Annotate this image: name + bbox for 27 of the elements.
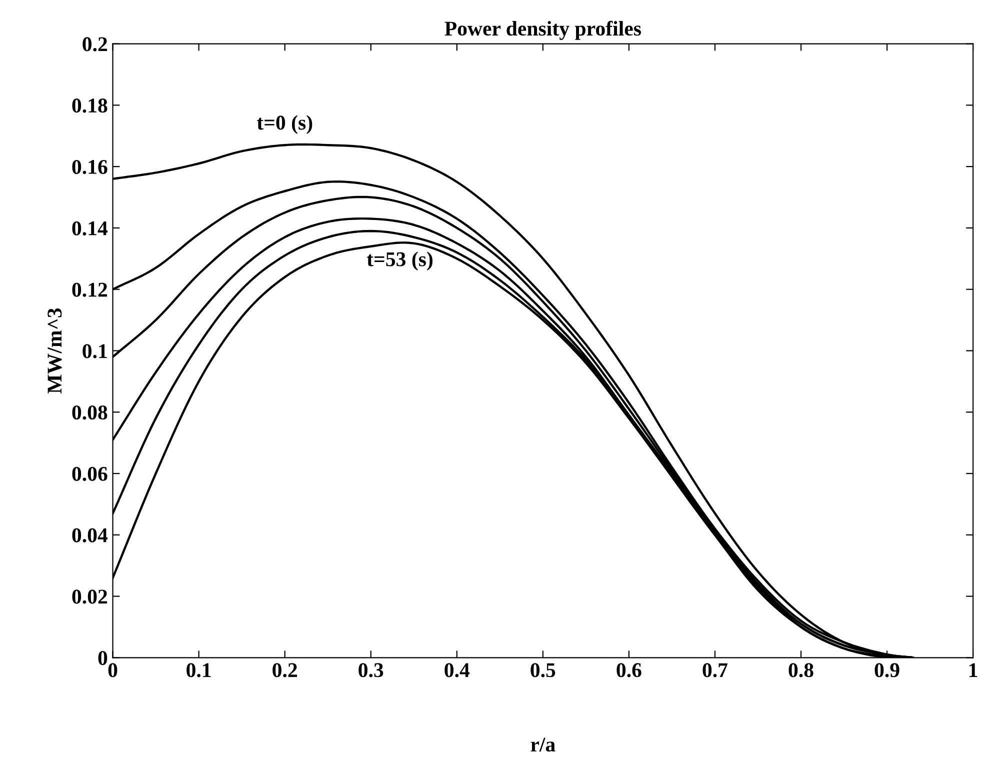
annotation: t=0 (s) [256, 115, 312, 134]
y-tick-label: 0 [98, 651, 108, 666]
y-tick-label: 0.12 [72, 282, 108, 297]
x-tick-label: 1 [970, 663, 978, 677]
y-tick-label: 0.04 [72, 528, 108, 542]
x-tick-label: 0.6 [616, 663, 642, 678]
y-axis-title: MW/m^3 [48, 308, 62, 394]
y-tick-label: 0.02 [72, 590, 108, 604]
y-tick-label: 0.2 [82, 37, 108, 52]
x-tick-label: 0.3 [358, 663, 384, 678]
y-tick-label: 0.14 [72, 221, 108, 236]
y-tick-label: 0.16 [72, 160, 108, 174]
y-tick-label: 0.08 [72, 405, 108, 420]
x-tick-label: 0.8 [788, 663, 814, 678]
x-tick-label: 0.2 [272, 663, 297, 678]
y-tick-label: 0.18 [72, 98, 108, 113]
x-tick-label: 0.1 [186, 663, 211, 678]
annotation: t=53 (s) [366, 252, 432, 271]
x-tick-label: 0 [108, 663, 118, 678]
y-tick-label: 0.06 [72, 466, 108, 482]
x-tick-label: 0.5 [530, 663, 556, 678]
x-axis-title: r/a [530, 738, 556, 752]
x-tick-label: 0.7 [702, 663, 728, 678]
x-tick-label: 0.4 [444, 663, 470, 678]
y-tick-label: 0.1 [82, 344, 107, 358]
chart-title: Power density profiles [444, 20, 641, 40]
x-tick-label: 0.9 [874, 663, 900, 678]
